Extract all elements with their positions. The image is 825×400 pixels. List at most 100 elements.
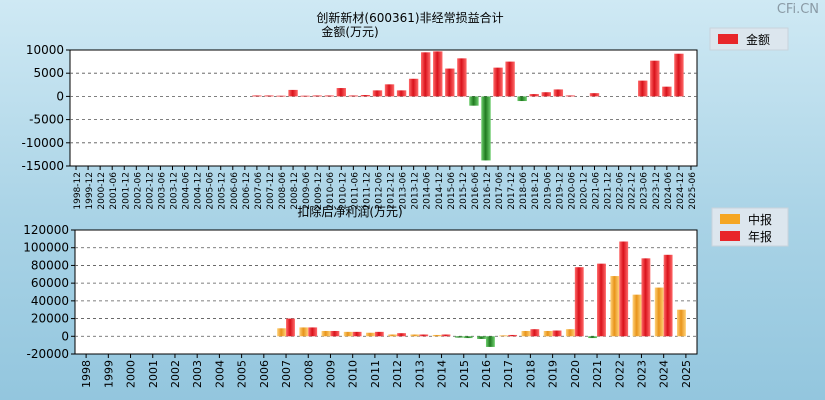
chart1-xtick-label: 2002-12 <box>145 172 155 210</box>
chart2-bar <box>352 331 362 337</box>
chart2-xtick-label: 2013 <box>413 360 426 388</box>
chart2-bar <box>477 336 486 339</box>
chart1-xtick-label: 2022-12 <box>628 172 638 210</box>
chart2-ytick-label: 40000 <box>31 294 69 308</box>
chart1-xtick-label: 2017-06 <box>495 172 505 210</box>
chart1-xtick-label: 2005-06 <box>206 172 216 210</box>
chart2-xtick-label: 2023 <box>635 360 648 388</box>
chart2-xtick-label: 2012 <box>391 360 404 388</box>
chart1-xtick-label: 2010-12 <box>338 172 348 210</box>
chart2-bar <box>485 336 495 347</box>
chart1-xtick-label: 2024-06 <box>664 172 674 210</box>
chart2-xtick-label: 2008 <box>302 360 315 388</box>
chart2-bar <box>641 258 651 337</box>
chart1-plot-area <box>69 49 698 167</box>
chart2-xtick-label: 2024 <box>658 360 671 388</box>
chart1-bar <box>288 89 298 97</box>
chart1-xtick-label: 2018-06 <box>519 172 529 210</box>
chart1-bar <box>384 84 395 97</box>
chart1-bar <box>662 86 672 97</box>
chart2-bar <box>277 328 287 337</box>
chart2-bar <box>419 334 429 337</box>
chart1-legend <box>709 27 789 51</box>
chart1-xtick-label: 2002-06 <box>133 172 143 210</box>
chart2-xtick-label: 1998 <box>80 360 93 388</box>
chart1-xtick-label: 2017-12 <box>507 172 517 210</box>
chart1-bar <box>517 96 527 102</box>
chart1-xtick-label: 2013-12 <box>411 172 421 210</box>
chart1-bar <box>505 61 515 97</box>
chart1-xtick-label: 2020-12 <box>579 172 589 210</box>
chart1-xtick-label: 2014-12 <box>435 172 445 210</box>
chart1-bar <box>276 95 286 97</box>
chart2-bar <box>574 267 584 337</box>
chart1-ytick-label: 5000 <box>33 66 64 80</box>
chart1-bar <box>336 88 347 97</box>
chart1-bar <box>372 90 383 97</box>
chart2-bar <box>286 318 295 337</box>
chart1-bar <box>433 51 443 97</box>
chart1-xtick-label: 2011-06 <box>350 172 360 210</box>
chart1-bar <box>324 95 334 97</box>
chart2-legend-swatch <box>720 231 740 241</box>
chart2-bar <box>308 327 318 337</box>
chart2-ytick-label: 120000 <box>23 223 69 237</box>
chart1-xtick-label: 2020-06 <box>567 172 577 210</box>
chart1-ytick-label: -10000 <box>21 136 64 150</box>
chart1-xtick-label: 2008-06 <box>278 172 288 210</box>
chart2-ytick-label: 60000 <box>31 276 69 290</box>
chart2-xtick-label: 2014 <box>436 360 449 388</box>
chart1-xtick-label: 2019-12 <box>555 172 565 210</box>
chart2-bar <box>508 334 518 337</box>
chart2-bar <box>565 329 575 337</box>
chart1-bar <box>360 95 371 97</box>
chart1-bar <box>252 95 262 97</box>
chart1-bar <box>396 90 407 97</box>
chart2-legend-label: 中报 <box>748 212 772 227</box>
chart2-xtick-label: 2006 <box>258 360 271 388</box>
chart2-bar <box>597 263 606 337</box>
chart1-xtick-label: 2016-12 <box>483 172 493 210</box>
chart1-xtick-label: 2007-06 <box>254 172 264 210</box>
chart2-xtick-label: 2009 <box>324 360 337 388</box>
chart1-xtick-label: 2023-12 <box>652 172 662 210</box>
chart2-xtick-label: 2017 <box>502 360 515 388</box>
chart2-bar <box>410 334 420 337</box>
chart2-xtick-label: 2020 <box>569 360 582 388</box>
chart1-xtick-label: 2006-12 <box>242 172 252 210</box>
chart1-xtick-label: 2023-06 <box>640 172 650 210</box>
chart1-bar <box>469 96 479 106</box>
chart1-xtick-label: 2015-12 <box>459 172 469 210</box>
chart2-xtick-label: 2002 <box>169 360 182 388</box>
chart1-bar <box>589 93 600 97</box>
chart1-bar <box>638 80 648 97</box>
chart1-xtick-label: 2019-06 <box>543 172 553 210</box>
chart2-xtick-label: 2003 <box>191 360 204 388</box>
chart1-xtick-label: 2007-12 <box>266 172 276 210</box>
chart1-bar <box>481 96 491 161</box>
chart2-ytick-label: -20000 <box>26 347 69 361</box>
chart2-xtick-label: 2022 <box>613 360 626 388</box>
chart1-bar <box>529 94 539 97</box>
chart2-bar <box>543 330 553 337</box>
chart2-bar <box>454 336 464 338</box>
chart1-bar <box>541 92 551 97</box>
chart2-ytick-label: 20000 <box>31 312 69 326</box>
chart2-xtick-label: 2007 <box>280 360 293 388</box>
chart1-bar <box>264 95 274 97</box>
chart2-bar <box>588 336 598 339</box>
chart1-xtick-label: 2014-06 <box>423 172 433 210</box>
chart1-xtick-label: 2006-06 <box>230 172 240 210</box>
chart1-xtick-label: 2015-06 <box>447 172 457 210</box>
chart1-xtick-label: 2025-06 <box>688 172 698 210</box>
chart1-bar <box>348 95 359 97</box>
chart2-bar <box>441 334 451 337</box>
chart2-bar <box>663 254 673 337</box>
chart1-bar <box>650 60 660 97</box>
chart2-bar <box>463 336 473 339</box>
chart2-xtick-label: 2010 <box>347 360 360 388</box>
chart2-plot-area <box>74 229 698 355</box>
chart1-bar <box>674 53 684 97</box>
chart2-ytick-label: 100000 <box>23 241 69 255</box>
